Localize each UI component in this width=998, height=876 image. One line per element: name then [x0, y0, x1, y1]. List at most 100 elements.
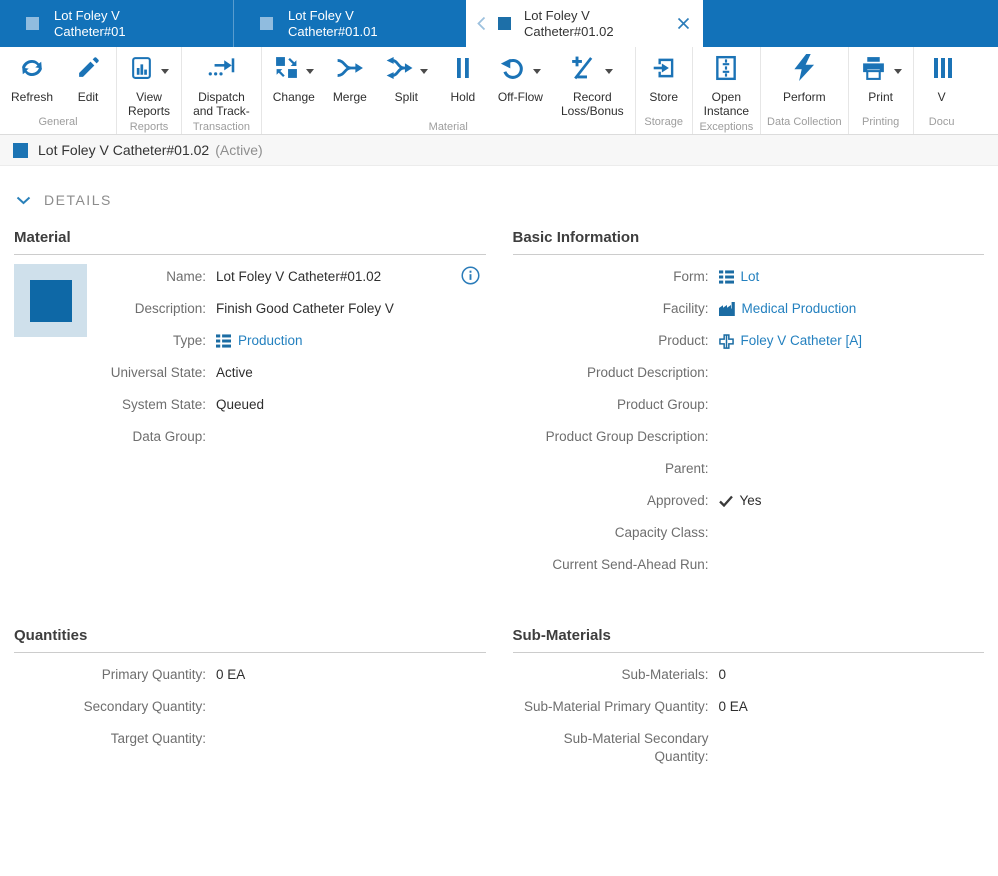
field-row-approved: Approved: Yes	[513, 485, 985, 517]
product-link[interactable]: Foley V Catheter [A]	[740, 333, 863, 348]
field-label: Universal State:	[110, 365, 206, 380]
button-label: Merge	[332, 90, 367, 104]
tab-lot-catheter-01-02[interactable]: Lot Foley V Catheter#01.02	[466, 0, 703, 47]
field-label: Description:	[134, 301, 206, 316]
field-label: Current Send-Ahead Run:	[552, 557, 709, 572]
section-basic-information: Basic Information Form: Lot Facility: Me…	[512, 229, 985, 581]
field-row-name: Name: Lot Foley V Catheter#01.02	[14, 261, 486, 293]
button-label: View Reports	[128, 90, 171, 118]
dispatch-and-track-button[interactable]: Dispatch and Track-	[184, 47, 259, 118]
tab-label: Lot Foley V Catheter#01.02	[524, 7, 614, 39]
ribbon-group-label: Material	[428, 121, 468, 133]
material-image-square	[29, 279, 72, 322]
dropdown-caret-icon	[419, 68, 428, 74]
hold-button[interactable]: Hold	[437, 47, 489, 118]
factory-icon	[718, 302, 735, 316]
facility-link[interactable]: Medical Production	[741, 301, 857, 316]
field-label: Product Description:	[586, 365, 709, 380]
form-link[interactable]: Lot	[740, 269, 760, 284]
check-icon	[718, 495, 733, 507]
dropdown-caret-icon	[605, 68, 614, 74]
field-row-sub-material-secondary-quantity: Sub-Material Secondary Quantity:	[513, 723, 985, 766]
list-icon	[718, 270, 734, 284]
button-label: Refresh	[11, 90, 54, 104]
section-title: Basic Information	[512, 229, 984, 255]
details-collapse-header[interactable]: DETAILS	[16, 192, 998, 208]
view-reports-button[interactable]: View Reports	[119, 47, 179, 118]
ribbon-group-general: Refresh Edit General	[0, 47, 118, 134]
field-row-product-group: Product Group:	[513, 389, 985, 421]
button-label: Print	[868, 90, 893, 104]
tab-lot-catheter-01-01[interactable]: Lot Foley V Catheter#01.01	[233, 0, 466, 47]
ribbon-group-exceptions: Open Instance Exceptions	[693, 47, 762, 134]
tab-lot-catheter-01[interactable]: Lot Foley V Catheter#01	[0, 0, 233, 47]
field-row-capacity-class: Capacity Class:	[513, 517, 985, 549]
field-row-form: Form: Lot	[513, 261, 985, 293]
button-label: Record Loss/Bonus	[560, 90, 624, 118]
pause-icon	[453, 55, 473, 86]
close-icon[interactable]	[677, 17, 690, 30]
store-button[interactable]: Store	[638, 47, 690, 113]
page-title: Lot Foley V Catheter#01.02	[38, 142, 210, 158]
button-label: Hold	[450, 90, 476, 104]
type-link[interactable]: Production	[238, 333, 303, 348]
info-icon[interactable]	[460, 266, 480, 285]
split-button[interactable]: Split	[376, 47, 437, 118]
tab-bar-empty	[703, 0, 998, 47]
field-row-sub-materials: Sub-Materials: 0	[513, 659, 985, 691]
dispatch-arrow-icon	[206, 55, 236, 86]
field-label: Target Quantity:	[110, 731, 206, 746]
field-row-system-state: System State: Queued	[14, 389, 486, 421]
perform-button[interactable]: Perform	[774, 47, 835, 113]
open-instance-button[interactable]: Open Instance	[695, 47, 758, 118]
ribbon-group-printing: Print Printing	[849, 47, 914, 134]
refresh-icon	[19, 55, 45, 86]
field-label: Parent:	[664, 461, 709, 476]
ribbon-group-documentation: V Docu	[914, 47, 970, 134]
product-cross-icon	[718, 333, 734, 349]
ribbon-toolbar: Refresh Edit General View Reports Report…	[0, 47, 998, 135]
entity-title-bar: Lot Foley V Catheter#01.02 (Active)	[0, 135, 998, 166]
merge-button[interactable]: Merge	[324, 47, 376, 118]
field-row-primary-quantity: Primary Quantity: 0 EA	[14, 659, 486, 691]
field-value: 0	[718, 667, 727, 682]
edit-button[interactable]: Edit	[62, 47, 114, 113]
field-label: Capacity Class:	[614, 525, 709, 540]
store-box-arrow-icon	[651, 55, 677, 86]
field-value: Finish Good Catheter Foley V	[216, 301, 394, 316]
split-arrows-icon	[385, 56, 413, 85]
button-label: Change	[272, 90, 315, 104]
field-label: Approved:	[646, 493, 709, 508]
field-label: Secondary Quantity:	[83, 699, 206, 714]
ribbon-group-reports: View Reports Reports	[117, 47, 183, 134]
field-row-parent: Parent:	[513, 453, 985, 485]
record-loss-bonus-button[interactable]: Record Loss/Bonus	[552, 47, 633, 118]
dropdown-caret-icon	[161, 68, 170, 74]
field-label: Form:	[673, 269, 709, 284]
plus-minus-icon	[571, 55, 598, 86]
chevron-left-icon[interactable]	[477, 16, 486, 31]
print-button[interactable]: Print	[851, 47, 911, 113]
view-documents-button[interactable]: V	[916, 47, 968, 113]
field-row-current-send-ahead-run: Current Send-Ahead Run:	[513, 549, 985, 581]
change-button[interactable]: Change	[264, 47, 324, 118]
lightning-bolt-icon	[794, 54, 815, 86]
dropdown-caret-icon	[305, 68, 314, 74]
dropdown-caret-icon	[532, 68, 541, 74]
field-label: Facility:	[662, 301, 709, 316]
off-flow-button[interactable]: Off-Flow	[489, 47, 552, 118]
documents-icon	[932, 55, 952, 86]
field-label: Type:	[172, 333, 206, 348]
field-value: Yes	[739, 493, 762, 508]
field-row-secondary-quantity: Secondary Quantity:	[14, 691, 486, 723]
field-value: Active	[216, 365, 253, 380]
refresh-button[interactable]: Refresh	[2, 47, 62, 113]
field-row-sub-material-primary-quantity: Sub-Material Primary Quantity: 0 EA	[513, 691, 985, 723]
button-label: Perform	[783, 90, 826, 104]
field-row-type: Type: Production	[14, 325, 486, 357]
change-swap-icon	[274, 55, 299, 85]
ribbon-group-data-collection: Perform Data Collection	[761, 47, 849, 134]
field-label: System State:	[121, 397, 206, 412]
status-badge: (Active)	[215, 142, 263, 158]
button-label: Dispatch and Track-	[193, 90, 250, 118]
